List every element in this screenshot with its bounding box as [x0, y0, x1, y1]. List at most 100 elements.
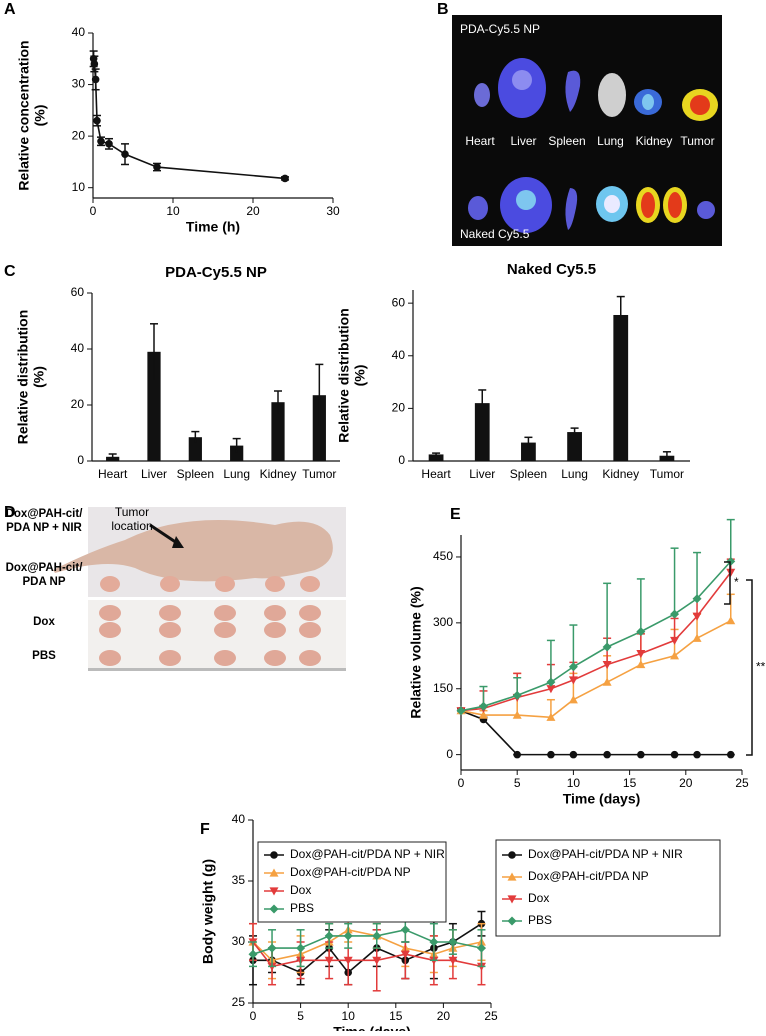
organ-label: Lung: [597, 134, 624, 148]
y-tick-label: 10: [72, 180, 86, 194]
marker: [478, 701, 488, 711]
marker: [448, 956, 458, 965]
marker: [670, 609, 680, 619]
legend-label: Dox@PAH-cit/PDA NP: [290, 865, 411, 879]
legend-label: Dox@PAH-cit/PDA NP + NIR: [290, 847, 445, 861]
tumor: [299, 622, 321, 638]
x-tick-label: Tumor: [302, 467, 336, 481]
x-tick-label: 10: [342, 1009, 356, 1023]
x-tick-label: Liver: [469, 467, 495, 481]
x-tick-label: Tumor: [650, 467, 684, 481]
significance-label: *: [734, 575, 739, 589]
tumor: [265, 576, 285, 592]
marker: [269, 887, 279, 896]
x-tick-label: 0: [90, 204, 97, 218]
legend-label: Dox@PAH-cit/PDA NP + NIR: [528, 847, 683, 861]
marker: [343, 931, 353, 941]
tumor: [264, 605, 286, 621]
tumor: [300, 576, 320, 592]
marker: [568, 662, 578, 672]
y-axis-label: Relative volume (%): [408, 586, 424, 718]
marker: [90, 60, 99, 68]
marker: [546, 685, 556, 694]
bar: [521, 442, 536, 461]
marker: [324, 956, 334, 965]
marker: [636, 660, 646, 669]
y-tick-label: 20: [71, 397, 85, 411]
series-line: [252, 941, 482, 968]
chart-title: Naked Cy5.5: [507, 261, 596, 278]
row-label: Dox: [33, 616, 55, 628]
y-tick-label: 20: [72, 128, 86, 142]
series-line: [460, 571, 732, 712]
y-tick-label: 60: [392, 295, 406, 309]
bar: [312, 395, 326, 461]
marker: [400, 925, 410, 935]
y-tick-label: 0: [77, 453, 84, 467]
tumor: [215, 576, 235, 592]
bar: [147, 351, 161, 461]
y-axis-label: (%): [352, 365, 368, 387]
panel-label: F: [200, 821, 210, 838]
series-line: [460, 619, 732, 719]
marker: [512, 690, 522, 700]
marker: [429, 937, 439, 947]
x-tick-label: 20: [679, 776, 693, 790]
y-axis-label: Body weight (g): [200, 859, 216, 964]
y-axis-label: Relative concentration: [16, 40, 32, 190]
tumor: [99, 622, 121, 638]
panel-label: D: [4, 504, 16, 521]
tumor: [100, 576, 120, 592]
marker: [602, 677, 612, 686]
row-label: PBS: [32, 650, 56, 662]
marker: [636, 649, 646, 659]
marker: [269, 904, 279, 914]
series-line: [252, 928, 482, 955]
row-label: PDA NP: [22, 576, 65, 588]
legend-box: [495, 839, 721, 937]
marker: [546, 712, 556, 721]
y-tick-label: 40: [72, 25, 86, 39]
x-tick-label: Kidney: [602, 467, 639, 481]
marker: [726, 750, 735, 759]
x-tick-label: 15: [389, 1009, 403, 1023]
x-tick-label: Lung: [561, 467, 588, 481]
x-tick-label: Spleen: [510, 467, 547, 481]
y-axis-label: (%): [31, 366, 47, 388]
y-axis-label: Relative distribution: [15, 310, 31, 445]
marker: [568, 695, 578, 704]
y-tick-label: 60: [71, 285, 85, 299]
y-tick-label: 40: [232, 812, 246, 826]
y-tick-label: 0: [446, 747, 453, 761]
tumor: [264, 622, 286, 638]
legend-label: PBS: [528, 913, 552, 927]
marker: [372, 931, 382, 941]
tumor: [159, 605, 181, 621]
marker: [456, 706, 466, 716]
x-tick-label: 25: [735, 776, 749, 790]
tumor: [299, 650, 321, 666]
tumor: [99, 650, 121, 666]
marker: [512, 710, 522, 719]
row-label: PDA NP + NIR: [6, 522, 82, 534]
marker: [478, 710, 488, 719]
y-tick-label: 300: [433, 615, 453, 629]
organ-label: Kidney: [636, 134, 673, 148]
significance-bracket: [746, 579, 753, 756]
marker: [448, 937, 458, 947]
significance-label: **: [756, 660, 766, 674]
y-tick-label: 20: [392, 401, 406, 415]
tumor: [264, 650, 286, 666]
legend-box: [257, 841, 447, 923]
marker: [726, 556, 736, 566]
marker: [670, 651, 680, 660]
marker: [693, 750, 701, 759]
x-tick-label: 20: [246, 204, 260, 218]
x-tick-label: Heart: [421, 467, 451, 481]
y-tick-label: 40: [392, 348, 406, 362]
bar: [428, 454, 444, 461]
y-tick-label: 450: [433, 549, 453, 563]
marker: [507, 872, 517, 881]
x-tick-label: Lung: [223, 467, 250, 481]
